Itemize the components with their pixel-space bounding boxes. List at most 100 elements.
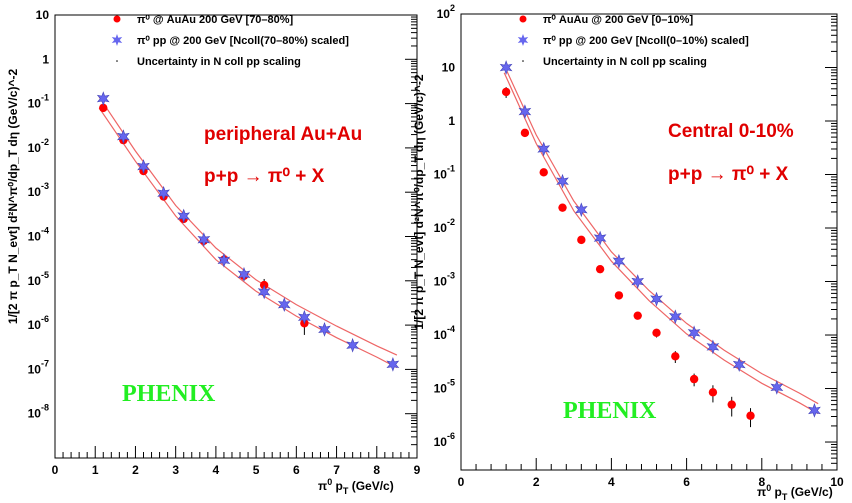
annotation-text: p+p → π⁰ + X bbox=[668, 164, 789, 185]
data-point-star bbox=[518, 104, 532, 119]
legend-marker-star bbox=[517, 34, 529, 46]
data-point-star bbox=[297, 309, 311, 325]
data-point-circle bbox=[520, 128, 530, 138]
data-point-circle bbox=[652, 328, 661, 338]
legend-label: π⁰ pp @ 200 GeV [Ncoll(0–10%) scaled] bbox=[543, 35, 749, 47]
x-tick-label: 2 bbox=[132, 463, 139, 477]
data-point-star bbox=[612, 253, 626, 269]
x-tick-label: 5 bbox=[253, 463, 260, 477]
x-tick-label: 8 bbox=[373, 463, 380, 477]
data-point-star bbox=[96, 91, 110, 106]
x-tick-label: 4 bbox=[608, 475, 615, 489]
data-point-circle bbox=[746, 411, 755, 420]
y-tick-label: 10-2 bbox=[434, 217, 455, 235]
y-tick-label: 10-6 bbox=[434, 431, 455, 449]
x-tick-label: 2 bbox=[533, 475, 540, 489]
y-axis-title: 1/[2 π p_T N_evt] d²N^π⁰/dp_T dη (GeV/c)… bbox=[412, 74, 426, 330]
legend-label: Uncertainty in N coll pp scaling bbox=[137, 56, 301, 68]
y-tick-label: 10-1 bbox=[28, 93, 49, 111]
data-point-star bbox=[770, 380, 784, 395]
y-tick-label: 1 bbox=[448, 114, 455, 128]
data-point-star bbox=[257, 284, 271, 300]
data-point-star bbox=[137, 159, 150, 174]
data-point-circle bbox=[99, 103, 108, 113]
x-tick-label: 0 bbox=[52, 463, 59, 477]
data-point-star bbox=[318, 322, 331, 337]
data-point-circle bbox=[689, 374, 699, 384]
band-upper-curve bbox=[503, 65, 819, 405]
annotation-text: Central 0-10% bbox=[668, 121, 794, 142]
band-lower-curve bbox=[98, 107, 398, 369]
x-tick-label: 6 bbox=[683, 475, 690, 489]
data-point-star bbox=[593, 230, 607, 246]
y-tick-label: 10-7 bbox=[28, 358, 49, 376]
data-point-star bbox=[574, 202, 588, 218]
legend-label: π⁰ @ AuAu 200 GeV [70–80%] bbox=[137, 14, 294, 26]
data-point-circle bbox=[671, 352, 680, 361]
y-tick-label: 10-4 bbox=[28, 226, 49, 244]
data-point-star bbox=[650, 291, 663, 307]
band-lower-curve bbox=[503, 72, 819, 415]
legend-marker-circle bbox=[519, 15, 527, 23]
x-tick-label: 1 bbox=[92, 463, 99, 477]
y-tick-label: 10-5 bbox=[434, 378, 455, 396]
data-point-star bbox=[157, 185, 170, 201]
data-point-circle bbox=[614, 291, 624, 300]
data-point-circle bbox=[633, 311, 642, 320]
annotation-text: peripheral Au+Au bbox=[204, 124, 362, 145]
phenix-watermark: PHENIX bbox=[563, 398, 657, 424]
x-tick-label: 4 bbox=[213, 463, 220, 477]
data-point-circle bbox=[727, 400, 736, 409]
y-tick-label: 102 bbox=[437, 3, 455, 21]
legend-marker-star bbox=[111, 34, 123, 46]
legend-label: Uncertainty in N coll pp scaling bbox=[543, 56, 707, 68]
data-point-circle bbox=[501, 87, 511, 97]
x-tick-label: 8 bbox=[758, 475, 765, 489]
y-tick-label: 10-4 bbox=[434, 324, 455, 342]
legend-marker-dot bbox=[116, 60, 118, 62]
data-point-star bbox=[556, 173, 569, 189]
data-point-circle bbox=[595, 264, 605, 274]
x-tick-label: 9 bbox=[414, 463, 421, 477]
data-point-star bbox=[687, 325, 701, 341]
y-tick-label: 10-6 bbox=[28, 314, 49, 332]
panel-1: 10-8 10-7 10-6 10-5 10-4 10-3 10-2 10-1 1 10 0 1 2 3 4… bbox=[6, 8, 421, 496]
data-point-star bbox=[732, 357, 746, 372]
data-point-star bbox=[668, 309, 682, 325]
y-tick-label: 10-1 bbox=[434, 164, 455, 182]
legend-label: π⁰ pp @ 200 GeV [Ncoll(70–80%) scaled] bbox=[137, 35, 349, 47]
y-tick-label: 10-2 bbox=[28, 137, 49, 155]
x-axis-title: π0 pT (GeV/c) bbox=[318, 477, 394, 496]
data-point-star bbox=[631, 274, 645, 289]
x-tick-label: 3 bbox=[172, 463, 179, 477]
data-point-star bbox=[277, 297, 291, 312]
data-point-star bbox=[808, 403, 821, 418]
data-point-star bbox=[237, 266, 251, 282]
y-tick-label: 10 bbox=[36, 8, 50, 22]
y-tick-label: 1 bbox=[42, 52, 49, 66]
x-tick-label: 7 bbox=[333, 463, 340, 477]
data-point-circle bbox=[577, 235, 586, 245]
data-point-circle bbox=[539, 168, 548, 177]
legend-marker-dot bbox=[522, 60, 524, 62]
x-tick-label: 6 bbox=[293, 463, 300, 477]
data-point-star bbox=[537, 141, 551, 157]
y-tick-label: 10-5 bbox=[28, 270, 49, 288]
y-tick-label: 10-3 bbox=[28, 181, 49, 199]
y-axis-title: 1/[2 π p_T N_evt] d²N^π⁰/dp_T dη (GeV/c)… bbox=[6, 69, 20, 325]
y-tick-label: 10-8 bbox=[28, 403, 49, 421]
data-point-star bbox=[706, 339, 720, 355]
data-point-star bbox=[116, 129, 130, 144]
data-point-star bbox=[346, 337, 360, 353]
annotation-text: p+p → π⁰ + X bbox=[204, 166, 325, 187]
y-tick-label: 10 bbox=[442, 61, 456, 75]
data-point-circle bbox=[708, 388, 718, 397]
x-axis-title: π0 pT (GeV/c) bbox=[757, 483, 833, 502]
data-point-star bbox=[177, 208, 191, 224]
data-point-star bbox=[197, 232, 211, 247]
plot-frame bbox=[460, 13, 838, 471]
y-tick-label: 10-3 bbox=[434, 271, 455, 289]
